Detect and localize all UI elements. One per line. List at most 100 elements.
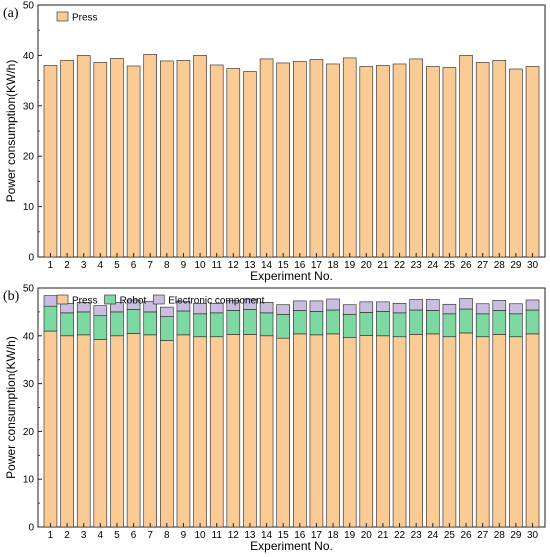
bar-2-press-11: [209, 336, 224, 528]
bar-2-robot-23: [409, 309, 423, 335]
x-tick-label: 22: [394, 530, 406, 541]
bar-2-robot-22: [392, 312, 407, 338]
bar-1-press-17: [309, 59, 324, 258]
bar-2-robot-6: [126, 309, 141, 334]
x-tick-label: 15: [278, 530, 290, 541]
bar-1-press-7: [143, 54, 157, 258]
legend-label: Press: [72, 296, 98, 307]
x-tick-label: 12: [228, 530, 240, 541]
bar-2-press-25: [442, 336, 457, 528]
bar-2-robot-20: [359, 312, 374, 336]
bar-2-robot-26: [459, 308, 473, 334]
bar-2-electronic-component-25: [442, 303, 457, 315]
x-tick-label: 2: [64, 530, 70, 541]
x-tick-label: 28: [494, 530, 506, 541]
legend-label: Robot: [120, 296, 147, 307]
bar-2-robot-19: [342, 313, 357, 339]
bar-1-press-21: [376, 65, 390, 258]
bar-1-press-22: [392, 63, 407, 258]
bar-2-electronic-component-22: [392, 302, 407, 314]
y-tick-label: 10: [23, 475, 35, 486]
x-tick-label: 30: [527, 530, 539, 541]
y-tick-label: 40: [23, 51, 35, 62]
bar-1-press-27: [475, 62, 490, 258]
bar-1-press-4: [93, 62, 108, 258]
bar-2-press-19: [342, 337, 357, 528]
x-tick-label: 20: [361, 530, 373, 541]
bar-1-press-1: [43, 65, 58, 258]
bar-2-robot-14: [259, 312, 274, 337]
bar-2-robot-30: [525, 309, 540, 335]
legend-swatch-electronic-component: [152, 294, 165, 305]
legend-label: Press: [72, 13, 98, 24]
x-tick-label: 3: [81, 530, 87, 541]
bar-1-press-3: [76, 55, 91, 258]
x-tick-label: 8: [164, 530, 170, 541]
y-tick-label: 40: [23, 331, 35, 342]
bar-2-robot-3: [76, 311, 91, 336]
x-tick-label: 9: [181, 530, 187, 541]
bar-2-electronic-component-21: [376, 301, 390, 312]
bar-1-press-10: [193, 55, 207, 258]
bar-2-robot-1: [43, 305, 58, 332]
bar-2-electronic-component-6: [126, 299, 141, 310]
bar-1-press-11: [209, 64, 224, 258]
y-tick-label: 50: [23, 1, 35, 12]
bar-2-electronic-component-12: [226, 300, 241, 311]
bar-2-electronic-component-5: [110, 302, 124, 313]
x-tick-label: 29: [510, 530, 522, 541]
x-axis-label: Experiment No.: [250, 539, 333, 553]
bar-2-press-6: [126, 333, 141, 528]
x-tick-label: 19: [344, 530, 356, 541]
x-tick-label: 23: [411, 530, 423, 541]
x-tick-label: 25: [444, 260, 456, 271]
y-tick-label: 10: [23, 202, 35, 213]
bar-1-press-23: [409, 58, 423, 258]
bar-2-electronic-component-18: [326, 298, 340, 311]
bar-2-press-28: [492, 334, 507, 528]
x-tick-label: 16: [294, 260, 306, 271]
x-axis-label: Experiment No.: [250, 269, 333, 283]
bar-1-press-6: [126, 65, 141, 258]
bar-2-press-13: [243, 334, 257, 528]
y-tick-label: 30: [23, 379, 35, 390]
y-axis-label: Power consumption(KW/h): [4, 336, 18, 479]
x-tick-label: 20: [361, 260, 373, 271]
bar-1-press-13: [243, 71, 257, 258]
bar-2-electronic-component-17: [309, 300, 324, 312]
bar-2-robot-16: [293, 310, 307, 335]
panel-label: (a): [3, 6, 19, 21]
bar-1-press-20: [359, 66, 374, 258]
bar-2-press-29: [509, 336, 523, 528]
x-tick-label: 14: [261, 530, 273, 541]
bar-2-electronic-component-27: [475, 303, 490, 315]
bar-1-press-16: [293, 61, 307, 258]
x-tick-label: 13: [244, 260, 256, 271]
x-tick-label: 11: [212, 260, 223, 271]
x-tick-label: 4: [98, 260, 104, 271]
bar-2-electronic-component-1: [43, 295, 58, 307]
bar-2-press-30: [525, 333, 540, 528]
bar-1-press-18: [326, 63, 340, 258]
bar-1-press-2: [60, 60, 74, 258]
bar-2-press-8: [160, 340, 174, 528]
bar-1-press-26: [459, 55, 473, 258]
bar-2-press-1: [43, 330, 58, 528]
bar-2-electronic-component-11: [209, 302, 224, 314]
bar-1-press-28: [492, 60, 507, 258]
bar-2-electronic-component-23: [409, 299, 423, 311]
bar-1-press-5: [110, 58, 124, 258]
bar-2-electronic-component-7: [143, 301, 157, 313]
x-tick-label: 24: [427, 260, 439, 271]
x-tick-label: 17: [311, 530, 323, 541]
bar-2-press-18: [326, 333, 340, 528]
x-tick-label: 27: [477, 260, 489, 271]
bar-2-press-24: [426, 333, 440, 528]
x-tick-label: 6: [131, 530, 137, 541]
bar-2-press-4: [93, 339, 108, 528]
bar-2-robot-28: [492, 310, 507, 335]
x-tick-label: 12: [228, 260, 240, 271]
bar-2-press-7: [143, 334, 157, 528]
x-tick-label: 1: [48, 530, 54, 541]
